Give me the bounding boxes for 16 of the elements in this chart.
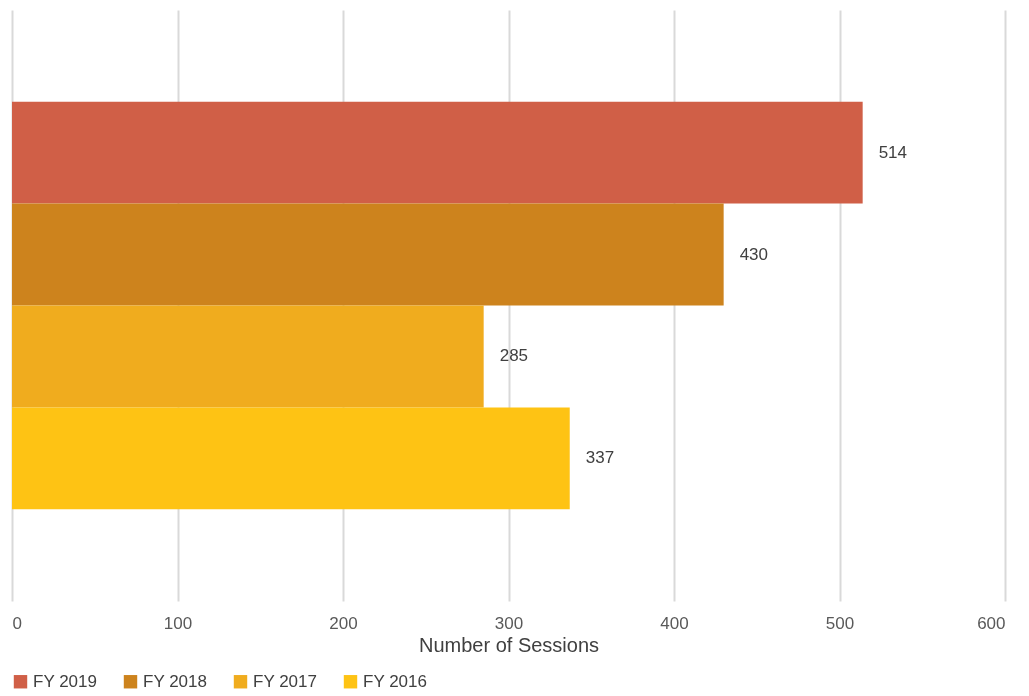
- legend-label: FY 2016: [363, 671, 427, 691]
- x-tick-label: 500: [825, 613, 855, 633]
- x-tick-label: 0: [12, 613, 22, 633]
- x-axis-title: Number of Sessions: [418, 633, 600, 656]
- x-tick-label: 100: [163, 613, 193, 633]
- x-tick-label: 200: [329, 613, 358, 633]
- x-tick-label: 300: [494, 613, 524, 633]
- legend-label: FY 2018: [143, 671, 207, 691]
- x-tick-label: 400: [660, 613, 689, 633]
- data-label: 285: [499, 346, 529, 366]
- legend-label: FY 2019: [33, 671, 97, 691]
- data-label: 430: [739, 244, 769, 264]
- data-label: 337: [585, 448, 615, 468]
- x-tick-label: 600: [977, 613, 1006, 633]
- legend-label: FY 2017: [253, 671, 317, 691]
- data-label: 514: [878, 142, 908, 162]
